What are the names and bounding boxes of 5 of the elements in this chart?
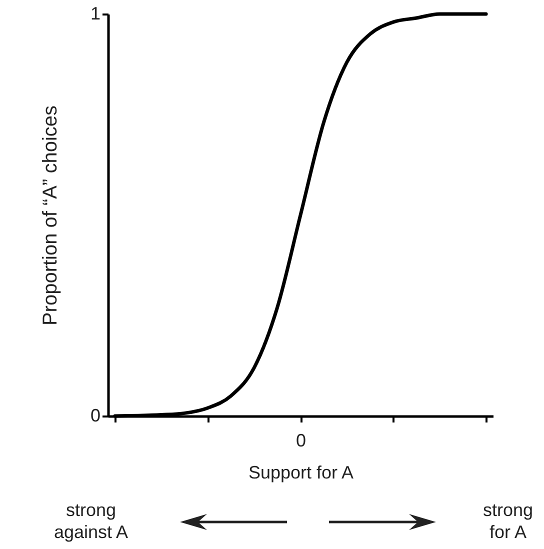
y-tick-label: 1 — [90, 4, 100, 24]
text: strong against A — [52, 499, 130, 543]
x-axis-title: Support for A — [248, 462, 354, 482]
y-axis-title: Proportion of “A” choices — [39, 105, 62, 326]
text: strong for A — [482, 499, 534, 543]
